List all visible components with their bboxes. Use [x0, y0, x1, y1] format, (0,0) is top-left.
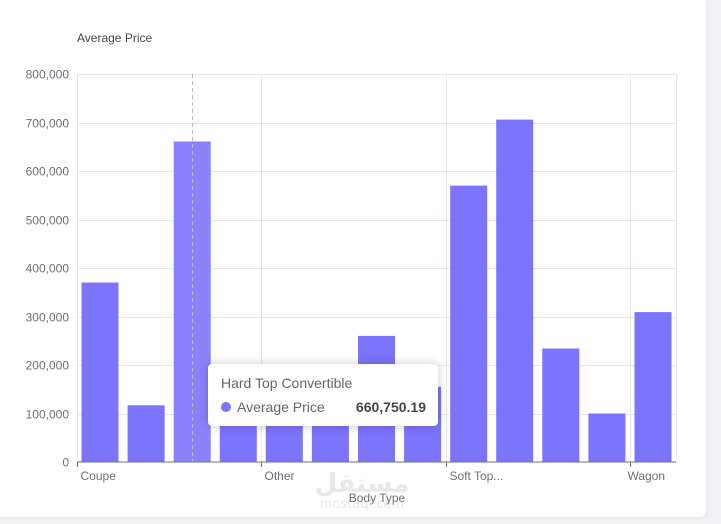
y-tick-label: 500,000 — [26, 214, 70, 228]
y-tick-label: 0 — [62, 456, 69, 470]
bar[interactable] — [634, 312, 672, 462]
y-tick-label: 700,000 — [26, 117, 70, 131]
chart-card: Average Price 0 100,000 200,000 300,000 400,… — [0, 0, 706, 517]
bar[interactable] — [496, 119, 534, 462]
y-tick-label: 100,000 — [26, 408, 70, 422]
y-tick-label: 400,000 — [26, 262, 70, 276]
x-tick-label: Soft Top... — [450, 469, 504, 483]
bars — [81, 119, 672, 463]
watermark-text: مستقل — [314, 469, 410, 499]
x-tick-labels: Coupe Other Soft Top... Wagon — [77, 462, 666, 483]
x-axis-title: Body Type — [349, 491, 406, 505]
series-marker-icon — [221, 402, 231, 412]
bar[interactable] — [588, 413, 626, 463]
y-tick-label: 300,000 — [26, 311, 70, 325]
watermark-logo: مستقل mostaql.com — [314, 470, 410, 516]
x-tick-label: Other — [265, 469, 295, 483]
y-tick-labels: 0 100,000 200,000 300,000 400,000 500,000 600,… — [26, 68, 70, 470]
bar[interactable] — [450, 185, 488, 462]
watermark-subtext: mostaql.com — [319, 497, 405, 512]
tooltip-series-name: Average Price — [237, 399, 325, 415]
tooltip-title: Hard Top Convertible — [221, 375, 353, 391]
x-tick-label: Wagon — [628, 469, 666, 483]
y-tick-label: 600,000 — [26, 165, 70, 179]
tooltip-row: Average Price 660,750.19 — [221, 397, 426, 417]
y-tick-label: 800,000 — [26, 68, 70, 82]
y-axis-title: Average Price — [77, 31, 152, 45]
bar[interactable] — [127, 405, 165, 462]
bar[interactable] — [542, 348, 580, 463]
tooltip-value: 660,750.19 — [355, 399, 426, 415]
y-tick-label: 200,000 — [26, 359, 70, 373]
bar[interactable] — [81, 282, 119, 463]
chart-tooltip: Hard Top Convertible Average Price 660,7… — [208, 364, 438, 426]
x-tick-label: Coupe — [81, 469, 117, 483]
